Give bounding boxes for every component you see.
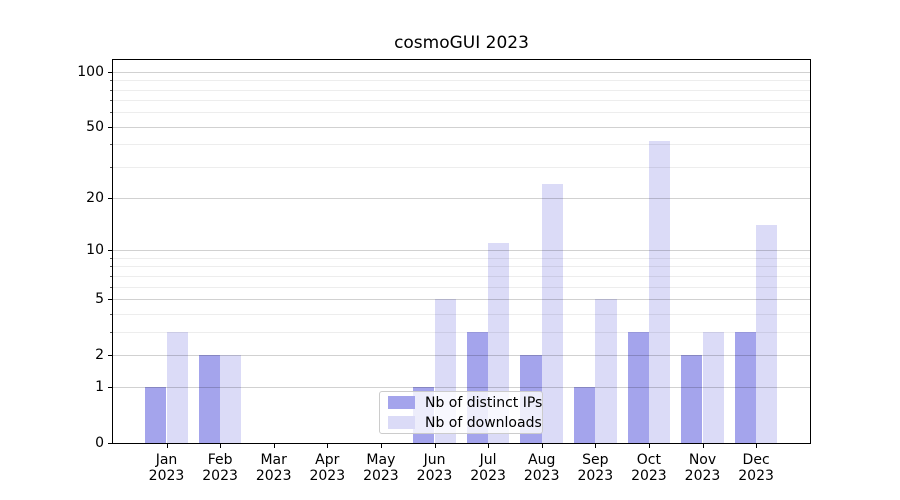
- y-tick-label: 20: [86, 190, 104, 207]
- y-tick-label: 2: [95, 346, 104, 363]
- gridline: [113, 387, 810, 389]
- y-tick: [108, 387, 112, 389]
- y-tick-label: 1: [95, 379, 104, 396]
- y-tick: [108, 443, 112, 444]
- y-tick-label: 10: [86, 242, 104, 259]
- gridline: [113, 250, 810, 252]
- x-tick: [220, 444, 222, 448]
- legend: Nb of distinct IPs Nb of downloads: [379, 391, 543, 434]
- x-tick: [327, 444, 329, 448]
- gridline: [113, 144, 810, 146]
- x-tick-label: Feb 2023: [202, 452, 238, 484]
- y-tick: [108, 250, 112, 252]
- bar-distinct-ips: [198, 354, 221, 443]
- legend-swatch-distinct-ips: [388, 396, 415, 409]
- y-minor-tick: [110, 275, 112, 277]
- x-tick: [702, 444, 704, 448]
- bar-downloads: [166, 331, 188, 443]
- legend-swatch-downloads: [388, 416, 415, 429]
- gridline: [113, 126, 810, 128]
- x-tick: [273, 444, 275, 448]
- y-tick-label: 0: [95, 435, 104, 451]
- gridline: [113, 71, 810, 73]
- x-tick: [166, 444, 168, 448]
- bar-downloads: [648, 140, 671, 443]
- y-minor-tick: [110, 331, 112, 333]
- y-tick-label: 5: [95, 290, 104, 307]
- bar-downloads: [595, 298, 617, 443]
- y-minor-tick: [110, 166, 112, 168]
- y-minor-tick: [110, 80, 112, 82]
- gridline: [113, 80, 810, 82]
- x-tick-label: Dec 2023: [738, 452, 774, 484]
- x-tick: [488, 444, 490, 448]
- bar-downloads: [541, 184, 564, 443]
- x-tick-label: Jun 2023: [416, 452, 453, 484]
- y-tick: [108, 198, 112, 200]
- chart-title: cosmoGUI 2023: [394, 33, 529, 53]
- x-tick-label: Sep 2023: [577, 452, 614, 484]
- bar-distinct-ips: [573, 387, 596, 443]
- bar-downloads: [756, 225, 778, 443]
- x-tick: [648, 444, 650, 448]
- x-tick-label: May 2023: [363, 452, 399, 484]
- bar-distinct-ips: [145, 387, 167, 443]
- x-tick-label: Aug 2023: [523, 452, 560, 484]
- gridline: [113, 166, 810, 168]
- legend-label-downloads: Nb of downloads: [425, 414, 542, 431]
- x-tick: [541, 444, 543, 448]
- x-tick-label: Jan 2023: [148, 452, 185, 484]
- y-tick: [108, 126, 112, 128]
- gridline: [113, 331, 810, 333]
- gridline: [113, 198, 810, 200]
- y-minor-tick: [110, 257, 112, 259]
- legend-entry-distinct-ips: Nb of distinct IPs: [388, 395, 542, 411]
- bar-distinct-ips: [734, 331, 757, 443]
- bar-distinct-ips: [627, 331, 649, 443]
- x-tick-label: Apr 2023: [309, 452, 346, 484]
- legend-entry-downloads: Nb of downloads: [388, 415, 542, 431]
- gridline: [113, 89, 810, 91]
- x-tick-label: Jul 2023: [470, 452, 506, 484]
- x-tick: [756, 444, 758, 448]
- y-minor-tick: [110, 100, 112, 102]
- y-minor-tick: [110, 266, 112, 268]
- y-tick-label: 100: [77, 63, 104, 80]
- y-minor-tick: [110, 313, 112, 315]
- gridline: [113, 266, 810, 268]
- x-tick: [434, 444, 436, 448]
- gridline: [113, 298, 810, 300]
- bar-distinct-ips: [681, 354, 703, 443]
- bar-downloads: [702, 331, 724, 443]
- y-minor-tick: [110, 89, 112, 91]
- gridline: [113, 257, 810, 259]
- y-tick: [108, 298, 112, 300]
- y-minor-tick: [110, 112, 112, 114]
- x-tick-label: Mar 2023: [255, 452, 292, 484]
- gridline: [113, 354, 810, 356]
- bar-downloads: [220, 354, 242, 443]
- gridline: [113, 112, 810, 114]
- y-tick: [108, 354, 112, 356]
- y-minor-tick: [110, 286, 112, 288]
- gridline: [113, 100, 810, 102]
- x-tick-label: Oct 2023: [631, 452, 667, 484]
- x-tick: [595, 444, 597, 448]
- x-tick: [380, 444, 382, 448]
- gridline: [113, 313, 810, 315]
- y-minor-tick: [110, 144, 112, 146]
- y-tick-label: 50: [86, 118, 104, 135]
- legend-label-distinct-ips: Nb of distinct IPs: [425, 394, 543, 411]
- x-tick-label: Nov 2023: [684, 452, 721, 484]
- gridline: [113, 275, 810, 277]
- y-tick: [108, 71, 112, 73]
- plot-area: Nb of distinct IPs Nb of downloads: [112, 59, 811, 444]
- gridline: [113, 286, 810, 288]
